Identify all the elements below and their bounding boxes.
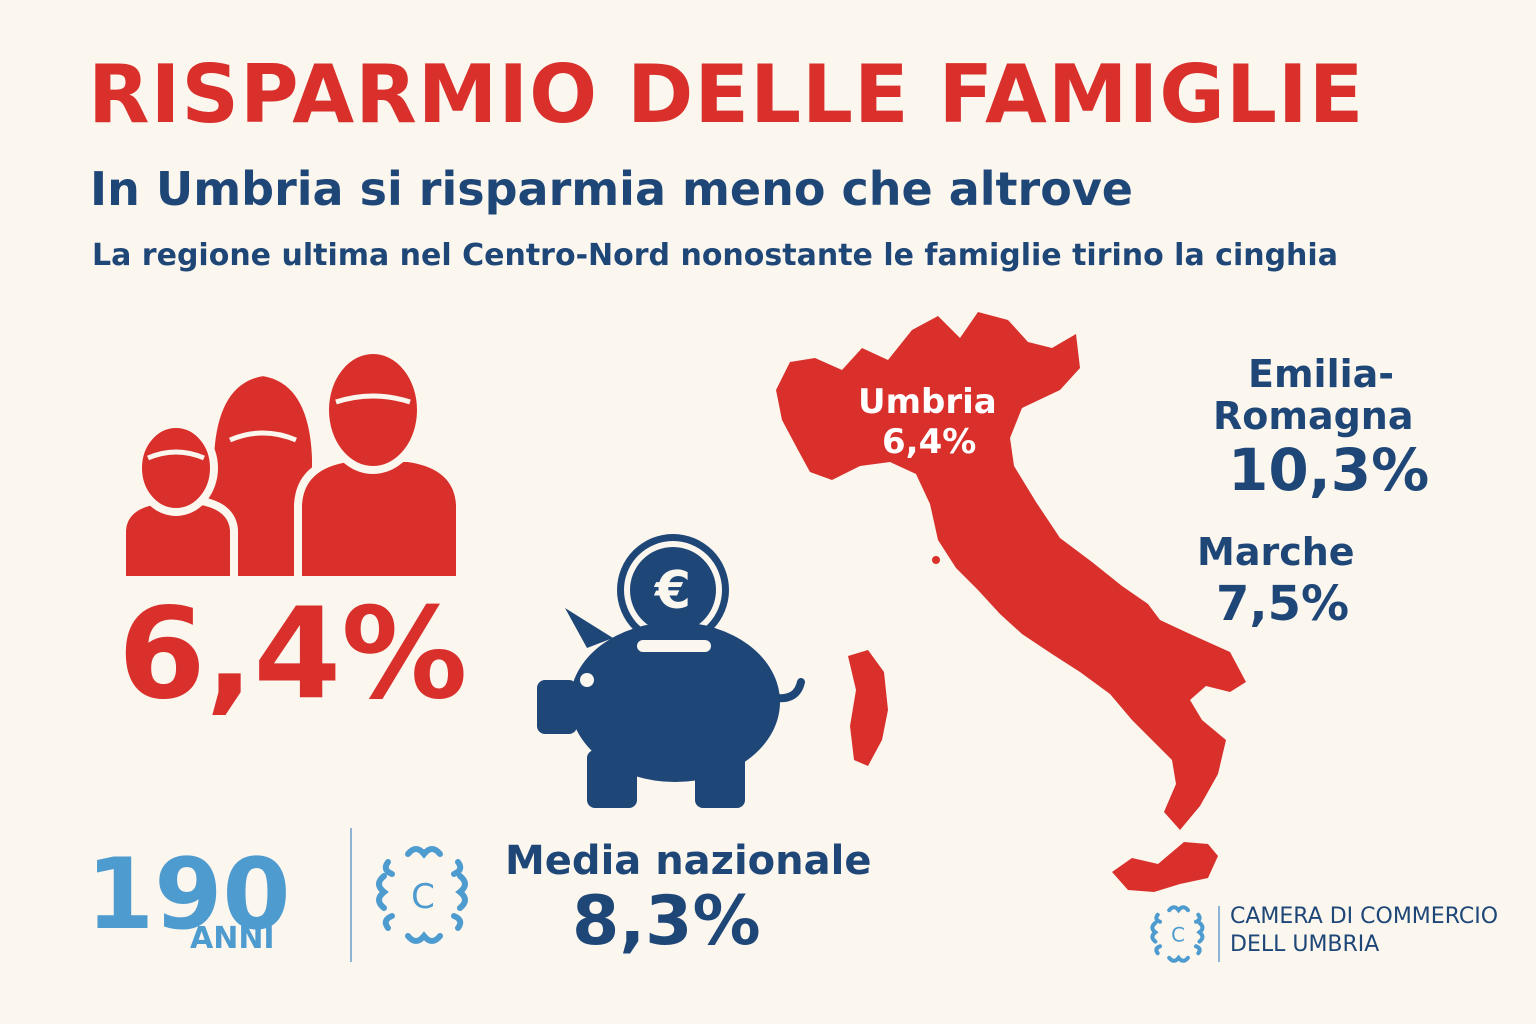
map-umbria-label: Umbria bbox=[858, 382, 997, 422]
chamber-logo-letter: C bbox=[411, 877, 435, 917]
piggy-bank-icon: € bbox=[537, 534, 805, 808]
italy-map bbox=[776, 312, 1246, 892]
anniversary-word: ANNI bbox=[190, 921, 275, 956]
national-average-label: Media nazionale bbox=[505, 838, 872, 884]
marche-label: Marche bbox=[1197, 530, 1355, 574]
emilia-romagna-label-line1: Emilia- bbox=[1248, 352, 1395, 396]
anniversary-logo: 190 ANNI bbox=[86, 840, 291, 956]
chamber-logo-small-letter: C bbox=[1171, 924, 1185, 947]
footer-divider bbox=[1218, 906, 1220, 962]
marche-value: 7,5% bbox=[1216, 576, 1350, 632]
emilia-romagna-label-line2: Romagna bbox=[1213, 394, 1414, 438]
organization-name-line1: CAMERA DI COMMERCIO bbox=[1230, 904, 1499, 929]
national-average-value: 8,3% bbox=[572, 882, 761, 961]
logo-divider bbox=[350, 828, 352, 962]
svg-text:€: € bbox=[654, 561, 691, 621]
chamber-logo-small-icon: C bbox=[1150, 905, 1205, 963]
umbria-savings-rate: 6,4% bbox=[118, 580, 468, 727]
page-title: RISPARMIO DELLE FAMIGLIE bbox=[88, 48, 1365, 141]
emilia-romagna-value: 10,3% bbox=[1228, 436, 1430, 504]
family-icon bbox=[118, 346, 463, 580]
map-umbria-value: 6,4% bbox=[882, 422, 977, 462]
anniversary-number: 190 bbox=[86, 840, 291, 952]
organization-name-line2: DELL UMBRIA bbox=[1230, 932, 1380, 957]
page-tagline: La regione ultima nel Centro-Nord nonost… bbox=[92, 238, 1338, 273]
page-subtitle: In Umbria si risparmia meno che altrove bbox=[90, 162, 1133, 216]
chamber-logo-icon: C bbox=[376, 846, 468, 944]
euro-coin-icon: € bbox=[617, 534, 729, 646]
